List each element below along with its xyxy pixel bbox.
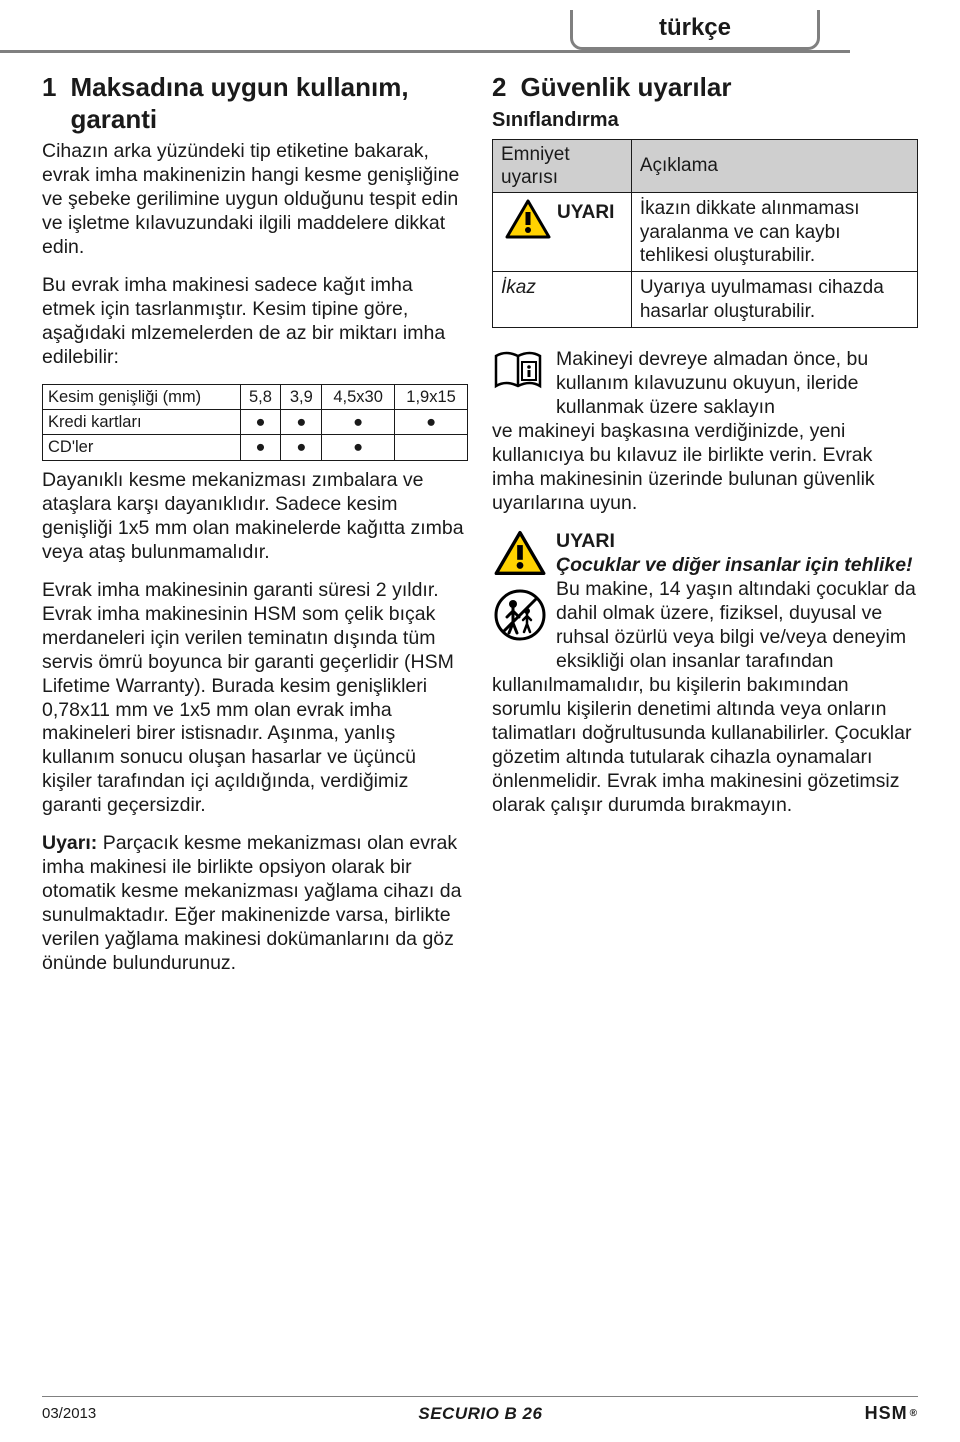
footer-brand-text: HSM [865,1403,908,1424]
section-2-number: 2 [492,72,506,104]
safety-uyari-cell: UYARI [493,193,632,272]
footer-brand: HSM® [865,1403,918,1424]
manual-info-first-lines: Makineyi devreye almadan önce, bu kullan… [556,348,918,420]
table-row: Emniyet uyarısı Açıklama [493,139,918,193]
cut-cell: ● [281,435,322,460]
manual-info-icon [492,348,548,420]
cut-cell: 4,5x30 [322,384,395,409]
table-row: Kesim genişliği (mm) 5,8 3,9 4,5x30 1,9x… [43,384,468,409]
warning-triangle-icon [505,199,551,245]
classification-subheading: Sınıflandırma [492,108,918,133]
left-p5: Uyarı: Parçacık kesme mekanizması olan e… [42,832,468,976]
safety-uyari-label: UYARI [557,199,614,224]
safety-ikaz-desc: Uyarıya uyulmaması cihazda hasarlar oluş… [631,272,917,328]
left-p5-label: Uyarı: [42,832,97,854]
cut-cell: 5,8 [240,384,281,409]
table-row: İkaz Uyarıya uyulmaması cihazda hasarlar… [493,272,918,328]
table-row: CD'ler ● ● ● [43,435,468,460]
safety-h2: Açıklama [631,139,917,193]
safety-classification-table: Emniyet uyarısı Açıklama UYARI [492,139,918,329]
page-footer: 03/2013 SECURIO B 26 HSM® [42,1396,918,1424]
footer-date: 03/2013 [42,1405,96,1422]
children-headline: Çocuklar ve diğer insanlar için tehlike! [556,554,918,578]
table-row: Kredi kartları ● ● ● ● [43,410,468,435]
children-uyari-label: UYARI [556,530,918,554]
manual-info-rest: ve makineyi başkasına verdiğinizde, yeni… [492,420,875,514]
left-p1: Cihazın arka yüzündeki tip etiketine bak… [42,140,468,260]
children-body-indent: Bu makine, 14 yaşın altındaki çocuklar d… [556,578,916,672]
right-column: 2 Güvenlik uyarılar Sınıflandırma Emniye… [492,72,918,990]
children-warning-icons [492,530,548,674]
safety-h1: Emniyet uyarısı [493,139,632,193]
children-warning-block: UYARI Çocuklar ve diğer insanlar için te… [492,530,918,818]
warning-triangle-icon [494,530,546,583]
cut-cell: ● [240,410,281,435]
safety-uyari-desc: İkazın dikkate alınmaması yaralanma ve c… [631,193,917,272]
left-p4: Evrak imha makinesinin garanti süresi 2 … [42,579,468,819]
no-children-icon [494,589,546,648]
cut-cell: ● [240,435,281,460]
left-p3: Dayanıklı kesme mekanizması zımbalara ve… [42,469,468,565]
safety-ikaz-label: İkaz [493,272,632,328]
cut-cell: 3,9 [281,384,322,409]
language-tab: türkçe [550,10,840,56]
registered-icon: ® [910,1408,918,1419]
cut-cell [395,435,468,460]
left-p5-body: Parçacık kesme mekanizması olan evrak im… [42,832,461,974]
footer-model: SECURIO B 26 [418,1404,542,1424]
top-rule [0,50,850,53]
cut-width-table: Kesim genişliği (mm) 5,8 3,9 4,5x30 1,9x… [42,384,468,461]
left-column: 1 Maksadına uygun kullanım, garanti Ciha… [42,72,468,990]
language-bracket-icon [570,10,820,50]
children-warning-headline-body: UYARI Çocuklar ve diğer insanlar için te… [556,530,918,674]
children-body-rest: kullanılmamalıdır, bu kişilerin bakımınd… [492,674,911,816]
cut-row3-label: CD'ler [43,435,241,460]
cut-cell: ● [322,435,395,460]
section-2-heading: 2 Güvenlik uyarılar [492,72,918,104]
section-1-heading: 1 Maksadına uygun kullanım, garanti [42,72,468,136]
section-1-number: 1 [42,72,56,136]
left-p2: Bu evrak imha makinesi sadece kağıt imha… [42,274,468,370]
section-2-title: Güvenlik uyarılar [520,72,731,104]
cut-cell: 1,9x15 [395,384,468,409]
section-1-title: Maksadına uygun kullanım, garanti [70,72,468,136]
cut-cell: ● [322,410,395,435]
content-columns: 1 Maksadına uygun kullanım, garanti Ciha… [42,72,918,990]
cut-row2-label: Kredi kartları [43,410,241,435]
manual-info-block: Makineyi devreye almadan önce, bu kullan… [492,348,918,516]
table-row: UYARI İkazın dikkate alınmaması yaralanm… [493,193,918,272]
cut-cell: ● [281,410,322,435]
cut-cell: ● [395,410,468,435]
cut-row1-label: Kesim genişliği (mm) [43,384,241,409]
